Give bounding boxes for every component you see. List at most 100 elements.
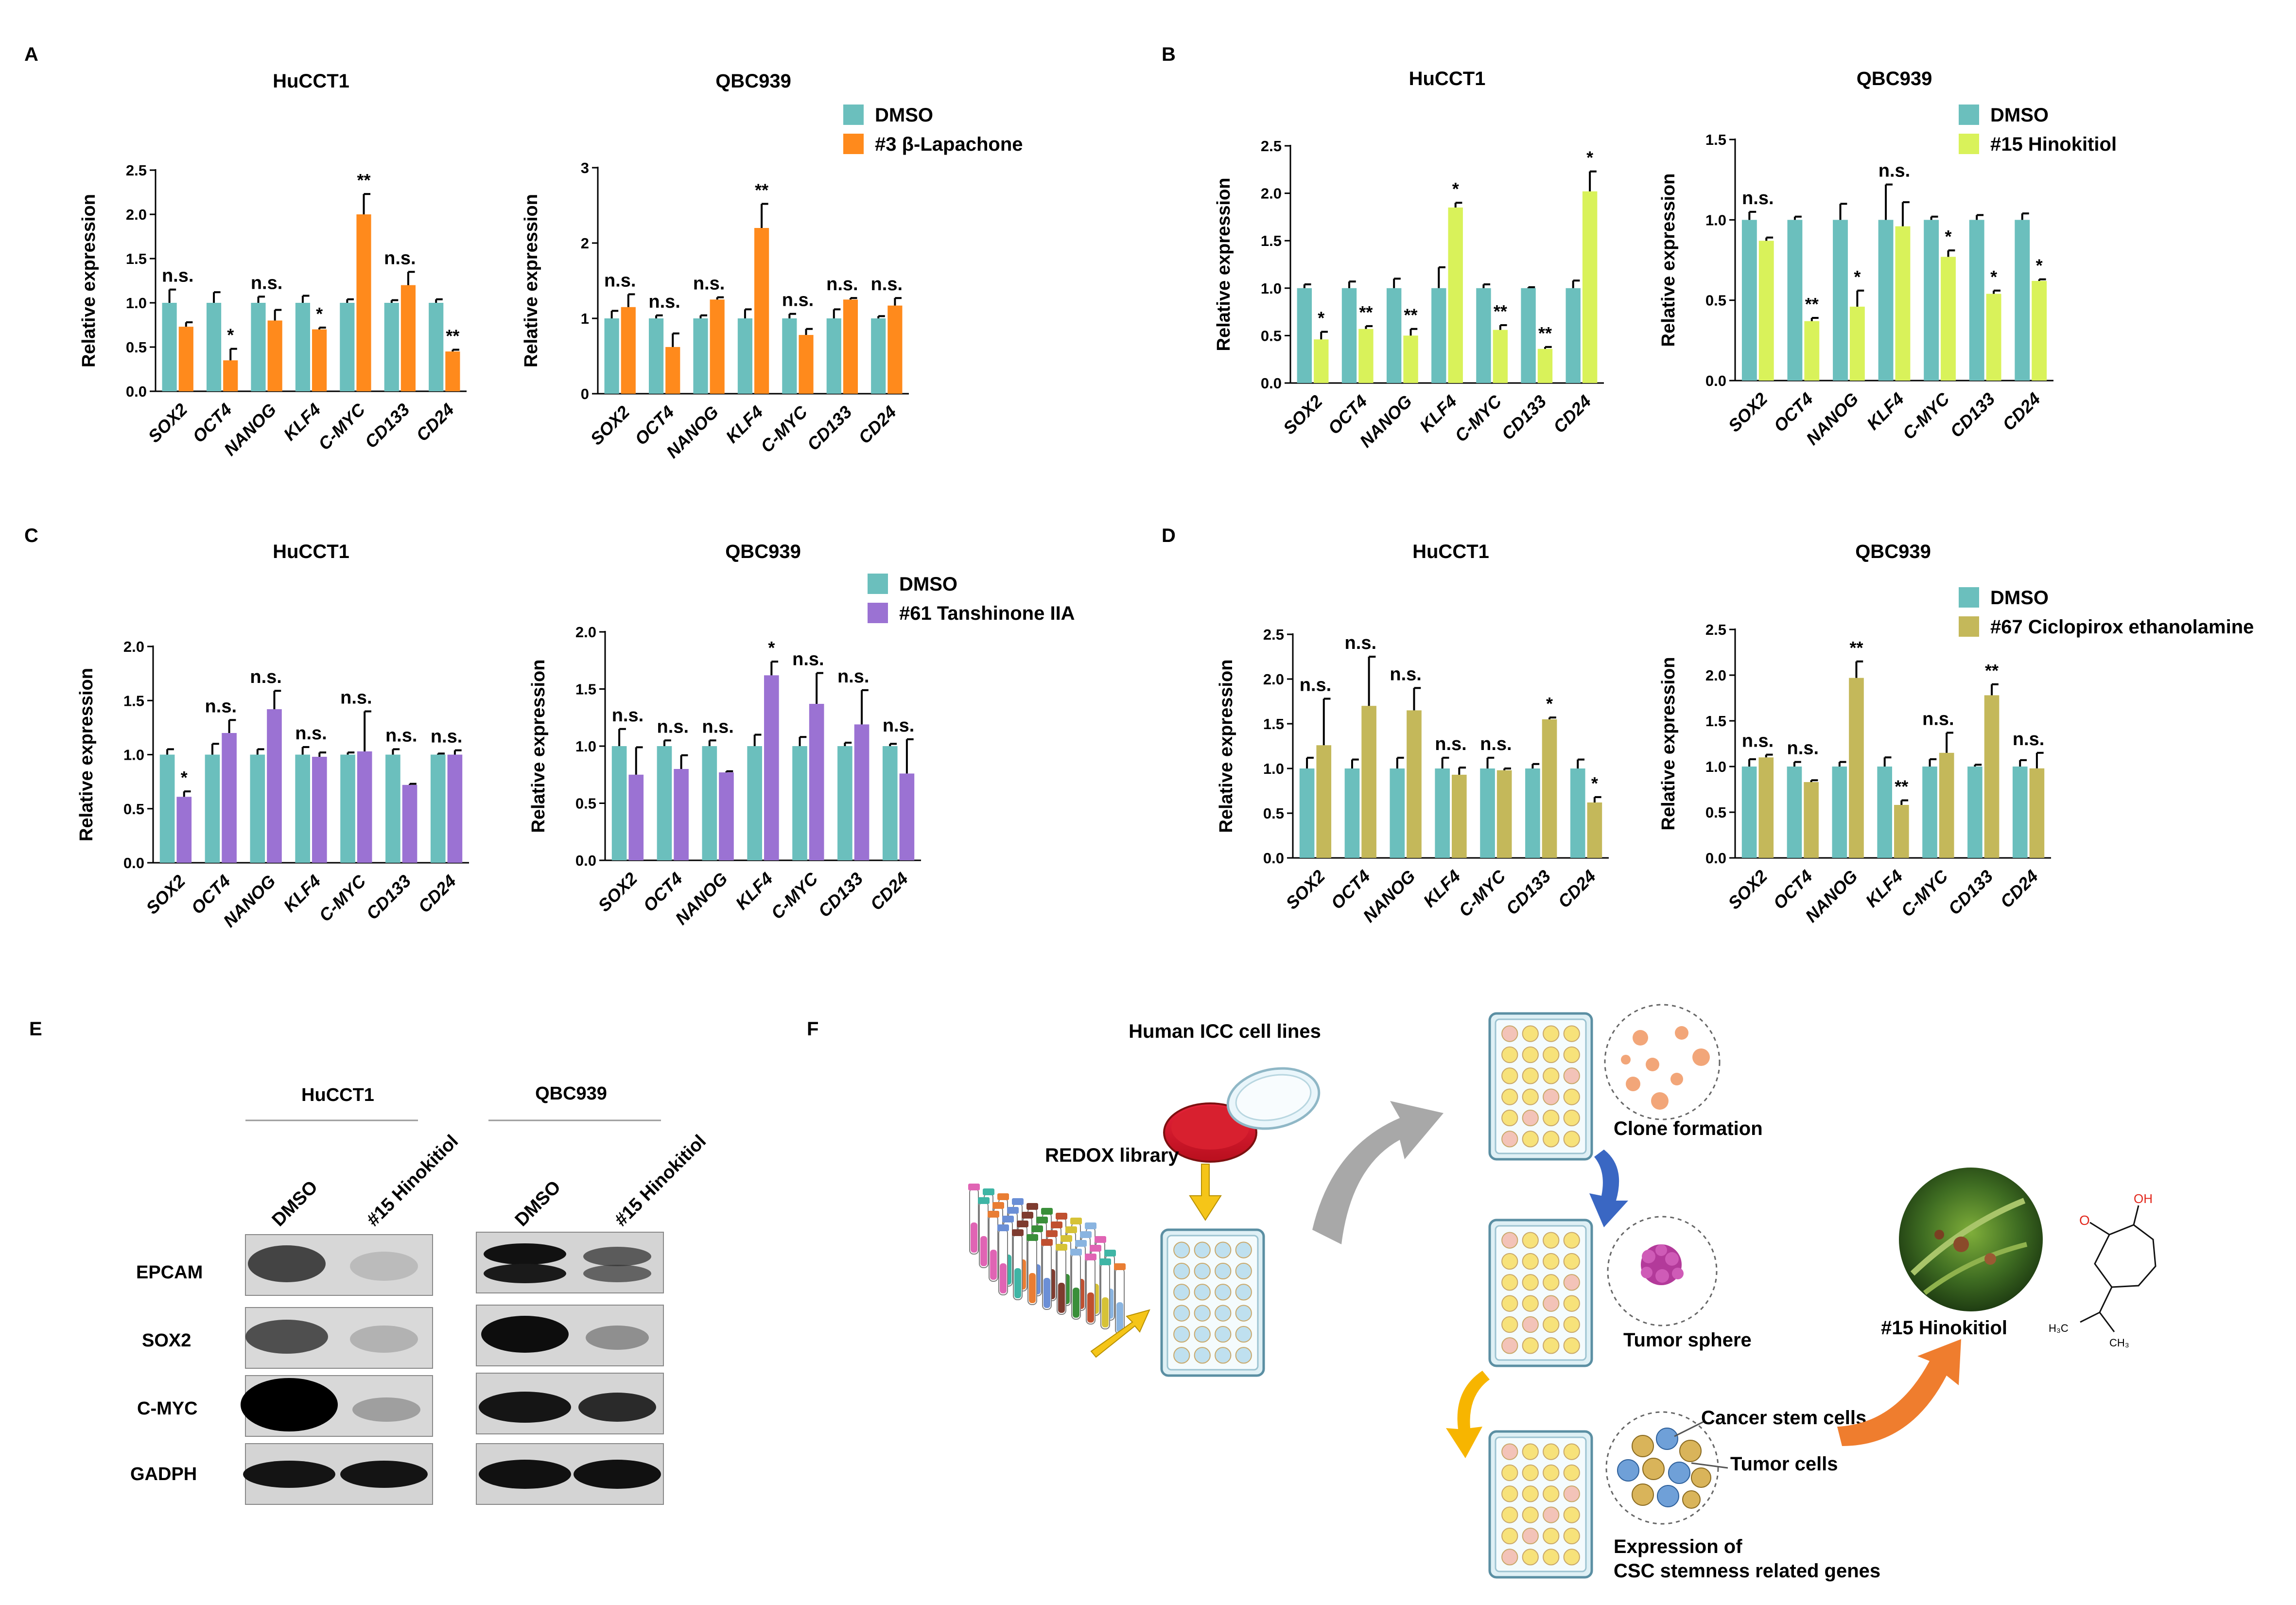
bar-dmso [1344,768,1360,858]
wb-lane-dmso-2: DMSO [511,1177,565,1230]
bar-dmso [604,318,619,394]
chart-title: QBC939 [1855,541,1931,562]
y-tick-label: 0.5 [123,801,144,818]
bar-dmso [1341,288,1357,383]
legend-swatch-dmso [1959,587,1979,608]
bar-treatment [1452,774,1467,858]
cell-cluster-icon [1605,1411,1719,1525]
blot-cmyc-qbc939 [476,1373,664,1434]
significance-label: n.s. [340,688,372,708]
arrow-down-icon [1189,1164,1222,1221]
significance-label: * [1546,694,1553,714]
y-tick-label: 0.5 [1263,805,1284,822]
x-tick-label: CD24 [412,400,458,445]
x-tick-label: CD24 [1554,866,1600,912]
significance-label: n.s. [251,273,282,293]
legend-swatch-dmso [843,105,864,125]
bar-dmso [611,746,627,860]
curved-arrow-orange-icon [1837,1339,1961,1446]
y-tick-label: 3 [581,159,589,176]
significance-label: n.s. [1300,675,1331,695]
significance-label: n.s. [657,716,689,737]
bar-treatment [1403,335,1418,383]
bar-treatment [2029,768,2045,858]
bar-treatment [1448,207,1463,383]
significance-label: ** [1985,661,1999,680]
x-tick-label: CD133 [361,400,413,452]
bar-dmso [1435,768,1450,858]
x-tick-label: C-MYC [314,399,369,454]
legend-label: DMSO [1990,105,2049,126]
bar-treatment [222,733,237,863]
bar-treatment [223,360,238,391]
bar-treatment [1358,329,1374,383]
y-tick-label: 2.5 [126,162,147,179]
bar-treatment [312,756,327,863]
bar-treatment [1316,745,1332,858]
bar-dmso [1967,767,1983,858]
y-tick-label: 0.5 [126,339,147,356]
blot-cmyc-hucct1 [241,1375,433,1437]
legend-label: #3 β-Lapachone [875,134,1023,155]
y-tick-label: 1.5 [123,692,144,709]
y-axis-label: Relative expression [521,194,541,367]
bar-dmso [205,754,220,863]
y-tick-label: 2.5 [1263,626,1284,643]
chem-h3c-label: H₃C [2049,1322,2069,1334]
bar-treatment [400,285,416,391]
bar-dmso [702,746,717,860]
bar-treatment [267,709,282,863]
western-blot: HuCCT1 QBC939 DMSO #15 Hinokitiol DMSO #… [130,1083,710,1505]
bar-treatment [1986,294,2001,381]
y-tick-label: 2.0 [1263,671,1284,688]
bar-treatment [764,675,779,860]
x-tick-label: CD24 [1999,389,2044,435]
bar-treatment [357,751,372,863]
significance-label: ** [755,180,768,200]
y-axis-label: Relative expression [528,660,549,833]
x-tick-label: CD133 [803,402,855,454]
bar-dmso [837,746,852,860]
y-tick-label: 1.5 [1705,713,1726,730]
x-tick-label: SOX2 [1279,391,1326,438]
hinokitiol-label: #15 Hinokitiol [1881,1317,2007,1339]
chart-b-hucct1: HuCCT1 Relative expression 0.0 0.5 1.0 1.5 2.0… [1214,68,1604,451]
x-tick-label: C-MYC [757,401,812,456]
significance-label: n.s. [295,723,327,744]
bar-dmso [1924,220,1939,381]
significance-label: ** [1538,323,1552,343]
bar-dmso [1525,768,1540,858]
bar-treatment [887,305,903,394]
y-tick-label: 1 [581,310,589,327]
significance-label: n.s. [648,292,680,312]
bar-dmso [2012,767,2028,858]
y-tick-label: 2.0 [123,638,144,655]
significance-label: n.s. [1345,633,1376,653]
panel-label-d: D [1162,525,1176,546]
chart-title: HuCCT1 [273,70,349,92]
bar-treatment [447,754,463,863]
x-tick-label: SOX2 [1724,866,1771,913]
x-tick-label: CD133 [362,871,415,924]
bar-dmso [340,303,355,391]
x-tick-label: SOX2 [586,402,633,449]
y-tick-label: 2.0 [1261,185,1282,202]
tumor-sphere-label: Tumor sphere [1623,1329,1752,1351]
y-tick-label: 1.0 [1263,760,1284,777]
significance-label: n.s. [871,274,903,295]
x-tick-label: C-MYC [1897,866,1952,921]
y-tick-label: 1.0 [1261,280,1282,297]
y-tick-label: 2.0 [1705,667,1726,684]
significance-label: n.s. [385,725,417,746]
significance-label: n.s. [612,705,644,726]
significance-label: n.s. [883,715,914,736]
significance-label: ** [446,326,459,346]
y-axis-label: Relative expression [76,668,97,841]
chart-title: HuCCT1 [1409,68,1486,89]
significance-label: ** [1895,777,1908,797]
wb-row-sox2: SOX2 [142,1330,191,1351]
y-tick-label: 0.0 [1261,375,1282,392]
y-tick-label: 2.0 [575,624,596,641]
wb-lane-dmso-1: DMSO [268,1177,322,1230]
significance-label: n.s. [826,274,858,295]
